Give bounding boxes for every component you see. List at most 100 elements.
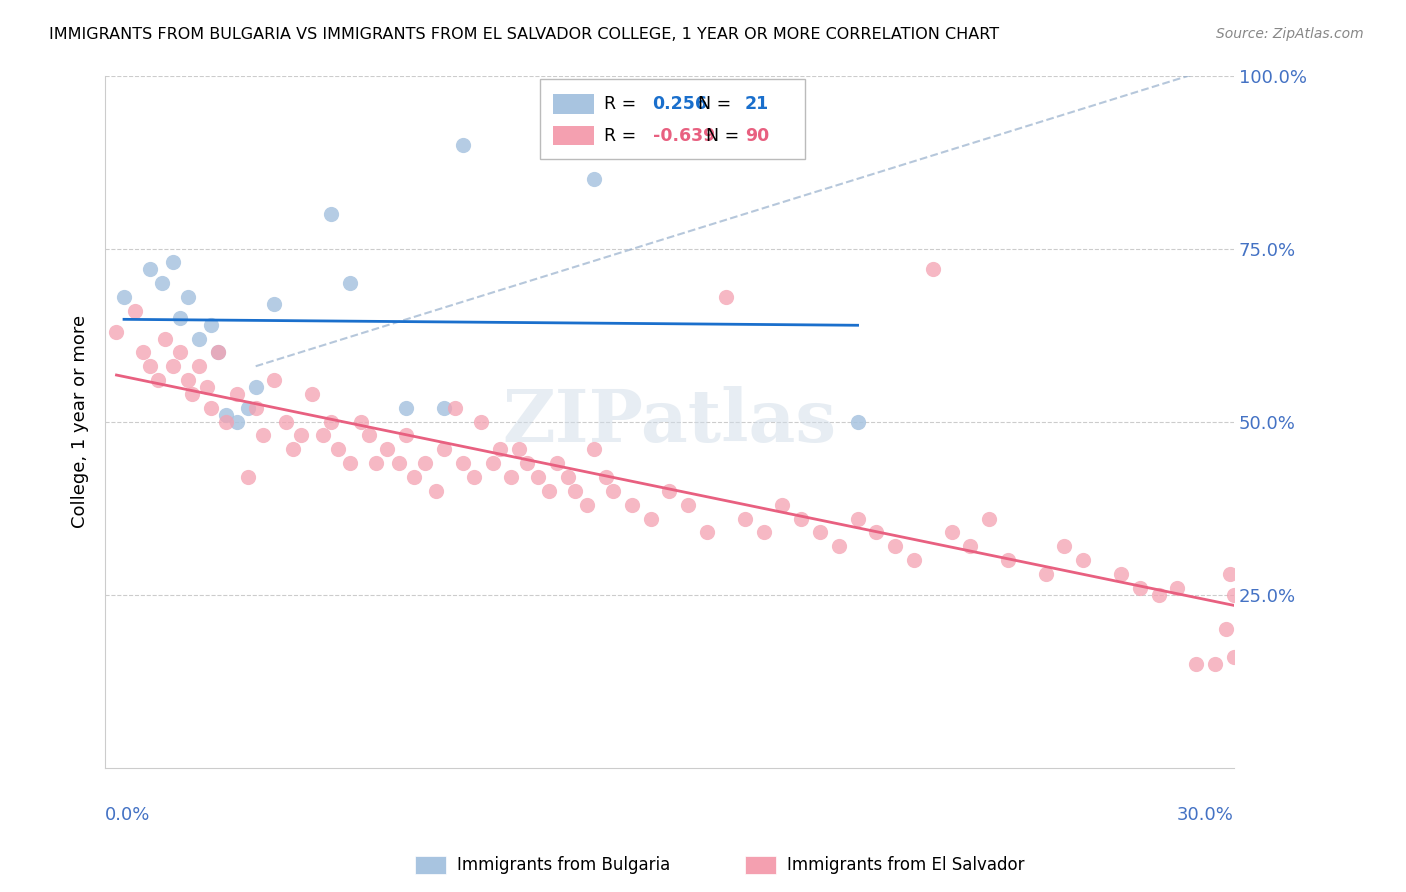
Point — [139, 359, 162, 374]
Point — [395, 428, 418, 442]
Point — [207, 345, 229, 359]
Point — [752, 525, 775, 540]
Point — [180, 387, 202, 401]
Y-axis label: College, 1 year or more: College, 1 year or more — [72, 315, 89, 528]
Point — [207, 345, 229, 359]
Point — [357, 428, 380, 442]
Point — [188, 359, 211, 374]
Point — [1219, 566, 1241, 581]
Point — [508, 442, 530, 457]
Point — [274, 415, 297, 429]
Text: IMMIGRANTS FROM BULGARIA VS IMMIGRANTS FROM EL SALVADOR COLLEGE, 1 YEAR OR MORE : IMMIGRANTS FROM BULGARIA VS IMMIGRANTS F… — [49, 27, 1000, 42]
Point — [263, 373, 285, 387]
Point — [451, 137, 474, 152]
Point — [150, 276, 173, 290]
Point — [319, 207, 342, 221]
Point — [451, 456, 474, 470]
Point — [328, 442, 350, 457]
Point — [402, 470, 425, 484]
Point — [575, 498, 598, 512]
Point — [225, 415, 247, 429]
Bar — [553, 126, 593, 145]
Point — [245, 380, 267, 394]
Point — [425, 483, 447, 498]
Point — [1071, 553, 1094, 567]
Point — [319, 415, 342, 429]
Point — [395, 401, 418, 415]
Bar — [553, 95, 593, 113]
Text: N =: N = — [706, 127, 744, 145]
Point — [1109, 566, 1132, 581]
Text: 21: 21 — [745, 95, 769, 113]
Bar — [540, 79, 804, 159]
Point — [238, 401, 260, 415]
Point — [377, 442, 399, 457]
Point — [846, 415, 869, 429]
Point — [1147, 588, 1170, 602]
Point — [252, 428, 274, 442]
Point — [245, 401, 267, 415]
Text: 30.0%: 30.0% — [1177, 805, 1234, 824]
Point — [564, 483, 586, 498]
Point — [339, 456, 361, 470]
Point — [678, 498, 700, 512]
Text: 0.256: 0.256 — [652, 95, 707, 113]
Point — [169, 345, 191, 359]
Point — [501, 470, 523, 484]
Point — [162, 359, 184, 374]
Point — [1053, 539, 1076, 553]
Point — [132, 345, 155, 359]
Point — [388, 456, 411, 470]
Point — [846, 511, 869, 525]
Point — [1223, 649, 1246, 664]
Text: R =: R = — [605, 127, 641, 145]
Text: ZIPatlas: ZIPatlas — [502, 386, 837, 457]
Point — [941, 525, 963, 540]
Point — [734, 511, 756, 525]
Point — [350, 415, 373, 429]
Point — [1035, 566, 1057, 581]
Point — [225, 387, 247, 401]
Point — [413, 456, 436, 470]
Point — [481, 456, 503, 470]
Point — [1166, 581, 1188, 595]
Point — [489, 442, 512, 457]
Point — [200, 401, 222, 415]
Text: Source: ZipAtlas.com: Source: ZipAtlas.com — [1216, 27, 1364, 41]
Point — [658, 483, 681, 498]
Point — [527, 470, 550, 484]
Point — [602, 483, 624, 498]
Point — [583, 172, 606, 186]
Point — [433, 401, 456, 415]
Text: Immigrants from Bulgaria: Immigrants from Bulgaria — [457, 856, 671, 874]
Point — [959, 539, 981, 553]
Point — [139, 262, 162, 277]
Point — [696, 525, 718, 540]
Point — [1223, 588, 1246, 602]
Point — [364, 456, 387, 470]
Point — [433, 442, 456, 457]
Text: R =: R = — [605, 95, 641, 113]
Point — [155, 332, 177, 346]
Text: N =: N = — [697, 95, 737, 113]
Point — [177, 373, 200, 387]
Point — [339, 276, 361, 290]
Text: Immigrants from El Salvador: Immigrants from El Salvador — [787, 856, 1025, 874]
Point — [790, 511, 813, 525]
Point — [263, 297, 285, 311]
Point — [162, 255, 184, 269]
Point — [583, 442, 606, 457]
Point — [546, 456, 568, 470]
Point — [112, 290, 135, 304]
Point — [177, 290, 200, 304]
Point — [188, 332, 211, 346]
Point — [770, 498, 793, 512]
Point — [595, 470, 617, 484]
Point — [238, 470, 260, 484]
Point — [124, 304, 146, 318]
Point — [1204, 657, 1226, 671]
Point — [884, 539, 907, 553]
Point — [283, 442, 305, 457]
Point — [301, 387, 323, 401]
Point — [214, 415, 236, 429]
